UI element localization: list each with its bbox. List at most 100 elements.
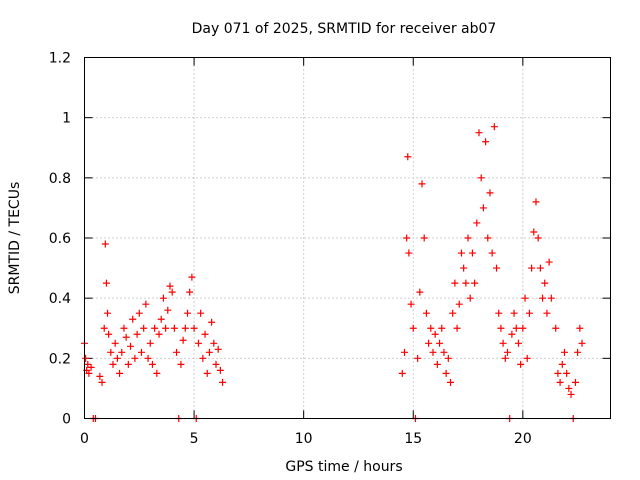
data-point — [118, 348, 126, 356]
data-point — [482, 138, 490, 146]
data-point — [523, 354, 531, 362]
data-point — [144, 354, 152, 362]
data-point — [438, 324, 446, 332]
data-point — [534, 234, 542, 242]
data-point — [403, 234, 411, 242]
data-point — [558, 360, 566, 368]
data-point — [82, 354, 90, 362]
data-point — [155, 330, 163, 338]
data-point — [153, 369, 161, 377]
data-point — [451, 279, 459, 287]
data-point — [84, 360, 92, 368]
data-point — [129, 315, 137, 323]
data-point — [216, 366, 224, 374]
data-point — [418, 180, 426, 188]
data-point — [517, 360, 525, 368]
data-point — [547, 294, 555, 302]
data-point — [464, 234, 472, 242]
data-point — [554, 369, 562, 377]
x-tick-label: 20 — [514, 431, 532, 447]
data-point — [475, 129, 483, 137]
data-point — [510, 309, 518, 317]
data-point — [122, 333, 130, 341]
data-point — [124, 360, 132, 368]
data-point — [493, 264, 501, 272]
y-tick-label: 0.2 — [49, 351, 71, 367]
data-point — [462, 279, 470, 287]
data-point — [100, 324, 108, 332]
data-point — [166, 282, 174, 290]
data-point — [530, 228, 538, 236]
y-tick-label: 1.2 — [49, 51, 71, 67]
data-point — [532, 198, 540, 206]
data-point — [440, 348, 448, 356]
data-point — [162, 324, 170, 332]
data-point — [468, 249, 476, 257]
data-point — [416, 288, 424, 296]
data-point — [431, 330, 439, 338]
data-point — [541, 279, 549, 287]
x-tick-label: 0 — [80, 431, 89, 447]
data-point — [512, 324, 520, 332]
plot-frame — [84, 57, 611, 419]
data-point — [486, 189, 494, 197]
data-point — [501, 354, 509, 362]
data-point — [460, 264, 468, 272]
x-tick-label: 15 — [404, 431, 422, 447]
data-point — [157, 315, 165, 323]
data-point — [105, 330, 113, 338]
y-tick-label: 0 — [62, 412, 71, 428]
data-point — [556, 378, 564, 386]
x-tick-label: 10 — [295, 431, 313, 447]
data-point — [455, 300, 463, 308]
data-point — [488, 249, 496, 257]
data-point — [203, 369, 211, 377]
data-point — [194, 339, 202, 347]
data-point — [159, 294, 167, 302]
data-point — [164, 306, 172, 314]
data-point — [565, 384, 573, 392]
axis-ticks — [84, 57, 611, 419]
data-point — [168, 288, 176, 296]
data-point — [560, 348, 568, 356]
data-point — [212, 360, 220, 368]
data-point — [146, 339, 154, 347]
data-point — [214, 345, 222, 353]
data-point — [170, 324, 178, 332]
data-point — [457, 249, 465, 257]
data-point — [113, 354, 121, 362]
y-tick-labels: 0 0.2 0.4 0.6 0.8 1 1.2 — [49, 51, 71, 428]
data-point — [127, 342, 135, 350]
data-point — [422, 309, 430, 317]
data-point — [427, 324, 435, 332]
data-point — [148, 360, 156, 368]
data-point — [201, 330, 209, 338]
data-point — [484, 234, 492, 242]
data-point — [503, 348, 511, 356]
data-point — [133, 330, 141, 338]
data-point — [536, 264, 544, 272]
data-point — [433, 360, 441, 368]
data-point — [552, 324, 560, 332]
data-point — [409, 324, 417, 332]
data-point — [576, 324, 584, 332]
data-point — [96, 372, 104, 380]
data-point — [405, 249, 413, 257]
data-point — [188, 273, 196, 281]
y-tick-label: 0.6 — [49, 231, 71, 247]
data-point — [420, 234, 428, 242]
data-point — [135, 309, 143, 317]
data-point — [519, 324, 527, 332]
data-point — [186, 288, 194, 296]
data-point — [442, 369, 450, 377]
data-point — [173, 348, 181, 356]
data-point — [453, 324, 461, 332]
data-point — [574, 348, 582, 356]
data-point — [177, 360, 185, 368]
y-tick-label: 1 — [62, 111, 71, 127]
chart-title: Day 071 of 2025, SRMTID for receiver ab0… — [192, 21, 497, 37]
data-point — [109, 360, 117, 368]
data-point — [151, 324, 159, 332]
data-point — [508, 330, 516, 338]
